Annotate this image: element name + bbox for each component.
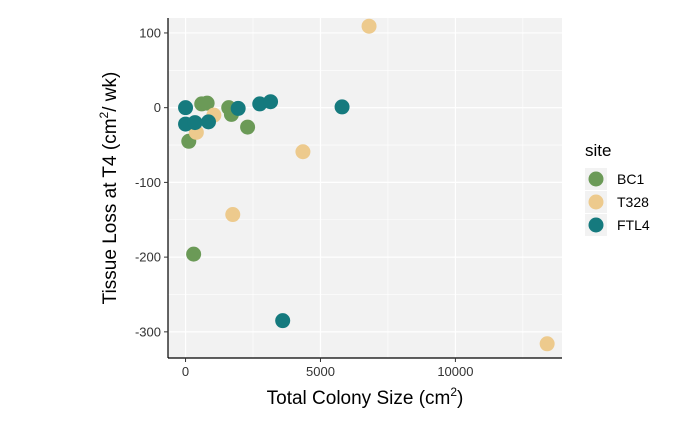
y-axis-title: Tissue Loss at T4 (cm2/ wk) bbox=[97, 72, 121, 305]
y-tick-label: -100 bbox=[135, 175, 161, 190]
legend-label-ftl4: FTL4 bbox=[617, 217, 650, 233]
y-axis-title-superscript: 2 bbox=[97, 111, 111, 118]
data-point-ftl4 bbox=[263, 94, 279, 110]
y-tick-label: 0 bbox=[154, 100, 161, 115]
y-tick-label: 100 bbox=[139, 25, 161, 40]
data-point-ftl4 bbox=[200, 114, 216, 130]
data-point-t328 bbox=[225, 207, 241, 223]
data-point-t328 bbox=[539, 336, 555, 352]
data-point-bc1 bbox=[240, 119, 256, 135]
legend: BC1 T328 FTL4 bbox=[585, 168, 650, 236]
legend-label-t328: T328 bbox=[617, 194, 649, 210]
x-axis-title-end: ) bbox=[457, 388, 463, 409]
x-axis-title: Total Colony Size (cm2) bbox=[267, 385, 464, 409]
plot-panel bbox=[168, 18, 562, 358]
data-point-ftl4 bbox=[178, 100, 194, 116]
data-point-bc1 bbox=[199, 95, 215, 111]
legend-key-bc1 bbox=[588, 171, 604, 187]
y-axis-title-end: / wk) bbox=[100, 72, 121, 112]
data-points bbox=[178, 18, 555, 352]
data-point-bc1 bbox=[186, 246, 202, 262]
y-tick-label: -200 bbox=[135, 250, 161, 265]
legend-title: site bbox=[585, 141, 611, 160]
y-tick-label: -300 bbox=[135, 324, 161, 339]
data-point-ftl4 bbox=[334, 99, 350, 115]
legend-key-ftl4 bbox=[588, 217, 604, 233]
data-point-t328 bbox=[295, 144, 311, 160]
data-point-ftl4 bbox=[275, 313, 291, 329]
x-tick-label: 0 bbox=[182, 364, 189, 379]
legend-key-t328 bbox=[588, 194, 604, 210]
axis-ticks: 0 5000 10000 100 0 -100 -200 -300 bbox=[135, 25, 474, 379]
x-tick-label: 5000 bbox=[306, 364, 335, 379]
x-axis-title-superscript: 2 bbox=[450, 385, 457, 399]
data-point-ftl4 bbox=[230, 100, 246, 116]
data-point-ftl4 bbox=[187, 115, 203, 131]
data-point-t328 bbox=[361, 18, 377, 34]
x-tick-label: 10000 bbox=[437, 364, 473, 379]
legend-label-bc1: BC1 bbox=[617, 171, 644, 187]
